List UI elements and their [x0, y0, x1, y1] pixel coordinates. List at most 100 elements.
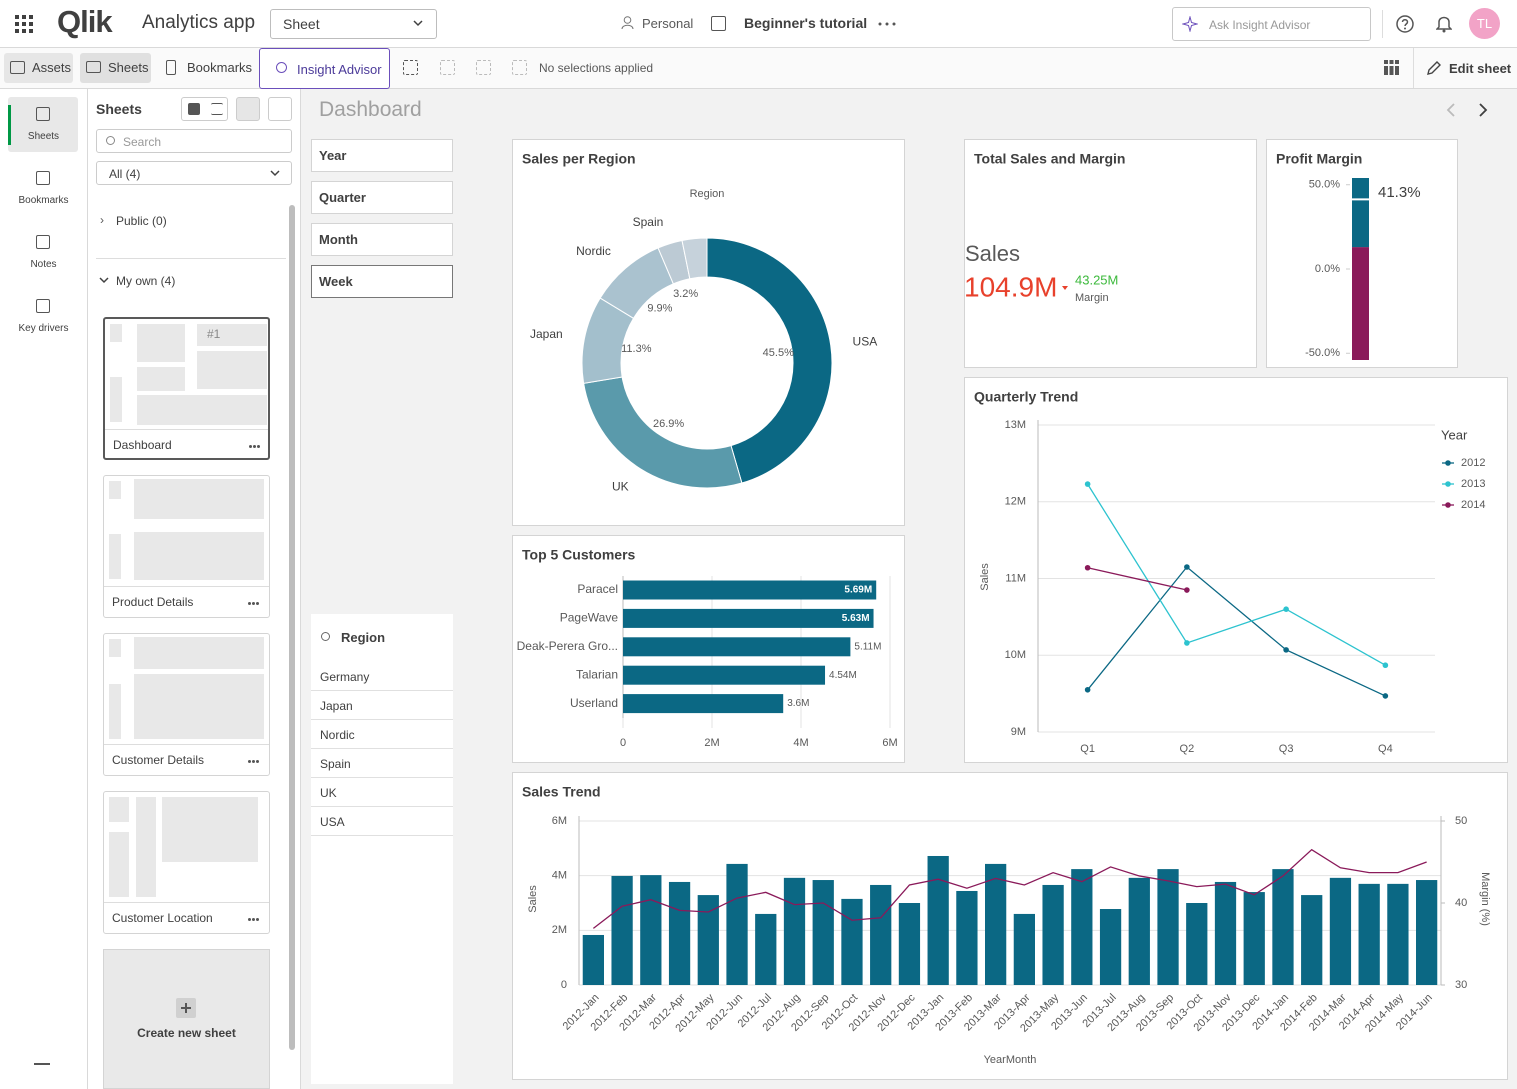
thumbnail-block — [134, 674, 264, 739]
thumbnail-block — [137, 395, 267, 425]
create-sheet-card[interactable]: Create new sheet — [103, 949, 270, 1089]
tutorial-label[interactable]: Beginner's tutorial — [744, 15, 868, 31]
line-point — [1184, 587, 1190, 593]
rail-item[interactable]: Notes — [30, 259, 57, 270]
collapse-icon[interactable] — [34, 1063, 50, 1065]
grid-view-icon[interactable] — [1384, 60, 1399, 75]
sheet-name[interactable]: Product Details — [112, 595, 194, 609]
y2-tick-label: 30 — [1455, 979, 1467, 991]
filter-pane-title: Quarter — [319, 190, 366, 205]
y-tick-label: Userland — [570, 696, 618, 710]
region-item[interactable]: USA — [311, 807, 453, 836]
more-icon[interactable] — [878, 22, 896, 26]
legend-swatch — [1445, 481, 1451, 487]
bar — [640, 875, 662, 985]
thumbnail-text: #1 — [207, 327, 221, 341]
bar — [1071, 869, 1093, 985]
sheet-search-placeholder: Search — [123, 135, 162, 149]
region-item[interactable]: Germany — [311, 662, 453, 691]
filter-pane[interactable]: Quarter — [311, 181, 453, 214]
filter-pane[interactable]: Year — [311, 139, 453, 172]
line-point — [1084, 564, 1091, 571]
smart-search-icon[interactable] — [403, 60, 418, 75]
region-item-label: USA — [320, 815, 345, 829]
rail-item[interactable]: Bookmarks — [18, 195, 69, 206]
sheet-dropdown[interactable]: Sheet — [270, 9, 437, 39]
help-icon[interactable] — [1396, 15, 1414, 33]
region-item[interactable]: Japan — [311, 691, 453, 720]
clear-selections-icon[interactable] — [512, 60, 527, 75]
public-group[interactable]: Public (0) — [116, 214, 167, 228]
slice-value-label: 9.9% — [647, 302, 672, 314]
sheet-thumbnail[interactable]: Product Details — [103, 475, 270, 618]
sheet-name[interactable]: Dashboard — [113, 438, 172, 452]
prev-sheet[interactable] — [1446, 103, 1456, 117]
thumbnail-block — [109, 534, 121, 579]
bookmarks-button[interactable]: Bookmarks — [158, 53, 253, 83]
app-menu-icon[interactable] — [15, 15, 33, 33]
sheet-thumbnail[interactable]: Customer Details — [103, 633, 270, 776]
slice-value-label: 11.3% — [621, 343, 652, 355]
sheet-divider — [104, 586, 269, 587]
step-forward-icon[interactable] — [476, 60, 491, 75]
x-tick-label: 0 — [620, 737, 626, 749]
scrollbar[interactable] — [289, 205, 295, 1050]
legend-title: Region — [690, 188, 725, 200]
next-sheet[interactable] — [1478, 103, 1488, 117]
bar — [1416, 880, 1438, 985]
sheet-menu[interactable] — [248, 602, 251, 605]
sheets-label: Sheets — [108, 60, 149, 75]
region-item[interactable]: Nordic — [311, 720, 453, 749]
tutorial-icon — [711, 16, 726, 31]
bar — [755, 913, 777, 985]
legend-label: 2014 — [1461, 499, 1485, 511]
y-tick-label: 6M — [552, 815, 567, 827]
insight-search[interactable]: Ask Insight Advisor — [1172, 7, 1371, 41]
sheet-name[interactable]: Customer Location — [112, 911, 213, 925]
sheet-thumbnail[interactable]: Customer Location — [103, 791, 270, 934]
edit-sheet-button[interactable]: Edit sheet — [1449, 61, 1512, 76]
step-back-icon[interactable] — [440, 60, 455, 75]
gauge-segment — [1352, 178, 1369, 248]
bar — [668, 881, 691, 985]
y-axis-title: Sales — [979, 563, 991, 591]
x-axis-title: YearMonth — [984, 1054, 1037, 1066]
sheet-thumbnail[interactable]: #1 Dashboard — [103, 317, 270, 460]
y-tick-label: 11M — [1005, 572, 1026, 584]
bell-icon[interactable] — [1436, 14, 1452, 33]
slice-category-label: UK — [612, 480, 629, 494]
sheets-button[interactable]: Sheets — [80, 53, 151, 83]
insight-advisor-button[interactable]: Insight Advisor — [259, 48, 390, 89]
y-tick-label: 10M — [1005, 649, 1026, 661]
rail-item[interactable]: Sheets — [27, 131, 60, 142]
assets-button[interactable]: Assets — [4, 53, 73, 83]
avatar[interactable]: TL — [1469, 8, 1500, 39]
y-tick-label: 2M — [552, 924, 567, 936]
rail-item[interactable]: Key drivers — [18, 323, 69, 334]
bar — [1214, 881, 1237, 985]
legend-label: 2013 — [1461, 478, 1485, 490]
bar — [1186, 903, 1208, 985]
region-item[interactable]: Spain — [311, 749, 453, 778]
expand-button[interactable] — [268, 97, 292, 121]
sheet-menu[interactable] — [249, 445, 252, 448]
y-tick-label: Paracel — [577, 582, 618, 596]
bar — [611, 875, 633, 985]
region-item[interactable]: UK — [311, 778, 453, 807]
filter-pane[interactable]: Week — [311, 265, 453, 298]
sheet-menu[interactable] — [248, 918, 251, 921]
my-own-group[interactable]: My own (4) — [116, 274, 176, 288]
sheet-menu[interactable] — [248, 760, 251, 763]
thumbnail-block — [137, 324, 185, 362]
edit-icon — [1427, 61, 1441, 75]
filter-pane[interactable]: Month — [311, 223, 453, 256]
view-toggle[interactable] — [181, 97, 228, 121]
pin-button[interactable] — [236, 97, 260, 121]
sheet-search[interactable]: Search — [96, 129, 292, 153]
slice-category-label: Spain — [633, 215, 664, 229]
bookmarks-label: Bookmarks — [187, 60, 253, 75]
sheet-filter[interactable]: All (4) — [96, 161, 292, 185]
sheet-name[interactable]: Customer Details — [112, 753, 205, 767]
y2-tick-label: 40 — [1455, 897, 1467, 909]
sheet-dropdown-label: Sheet — [283, 16, 320, 32]
